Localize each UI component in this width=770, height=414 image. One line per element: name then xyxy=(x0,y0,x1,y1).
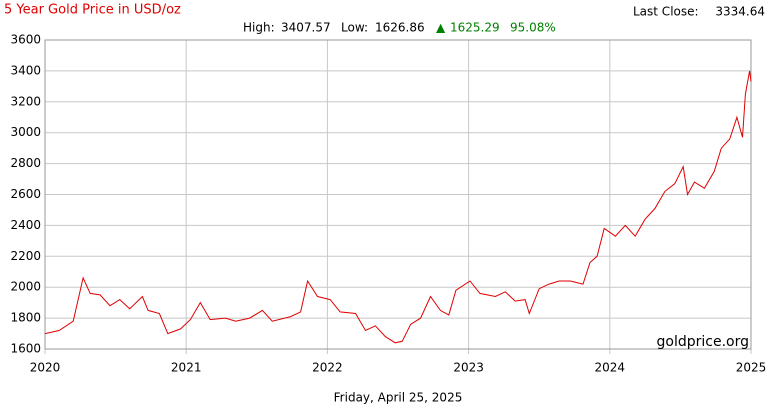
watermark: goldprice.org xyxy=(657,334,749,350)
y-tick-label: 3000 xyxy=(10,125,41,139)
change-pct: 95.08% xyxy=(510,21,556,35)
y-tick-label: 3200 xyxy=(10,94,41,108)
x-tick-label: 2020 xyxy=(30,361,61,375)
y-tick-label: 2400 xyxy=(10,218,41,232)
chart-title: 5 Year Gold Price in USD/oz xyxy=(4,3,181,18)
x-tick-label: 2023 xyxy=(453,361,484,375)
y-tick-label: 1600 xyxy=(10,342,41,356)
last-close-label: Last Close: xyxy=(633,5,699,19)
date-label: Friday, April 25, 2025 xyxy=(334,391,463,405)
y-tick-label: 2200 xyxy=(10,249,41,263)
high: 3407.57 xyxy=(281,21,331,35)
low: 1626.86 xyxy=(375,21,425,35)
x-tick-label: 2025 xyxy=(736,361,767,375)
price-line xyxy=(44,70,752,344)
change-arrow: ▲ xyxy=(436,21,446,35)
high-label: High: xyxy=(243,21,275,35)
low-label: Low: xyxy=(341,21,368,35)
y-tick-label: 1800 xyxy=(10,311,41,325)
y-tick-label: 2800 xyxy=(10,156,41,170)
last-close: 3334.64 xyxy=(715,5,765,19)
x-tick-label: 2021 xyxy=(171,361,202,375)
y-tick-label: 3600 xyxy=(10,33,41,47)
x-tick-label: 2022 xyxy=(312,361,343,375)
change: 1625.29 xyxy=(450,21,500,35)
y-tick-label: 2600 xyxy=(10,187,41,201)
plot-frame xyxy=(44,39,752,350)
x-tick-label: 2024 xyxy=(595,361,626,375)
y-tick-label: 2000 xyxy=(10,280,41,294)
y-tick-label: 3400 xyxy=(10,63,41,77)
